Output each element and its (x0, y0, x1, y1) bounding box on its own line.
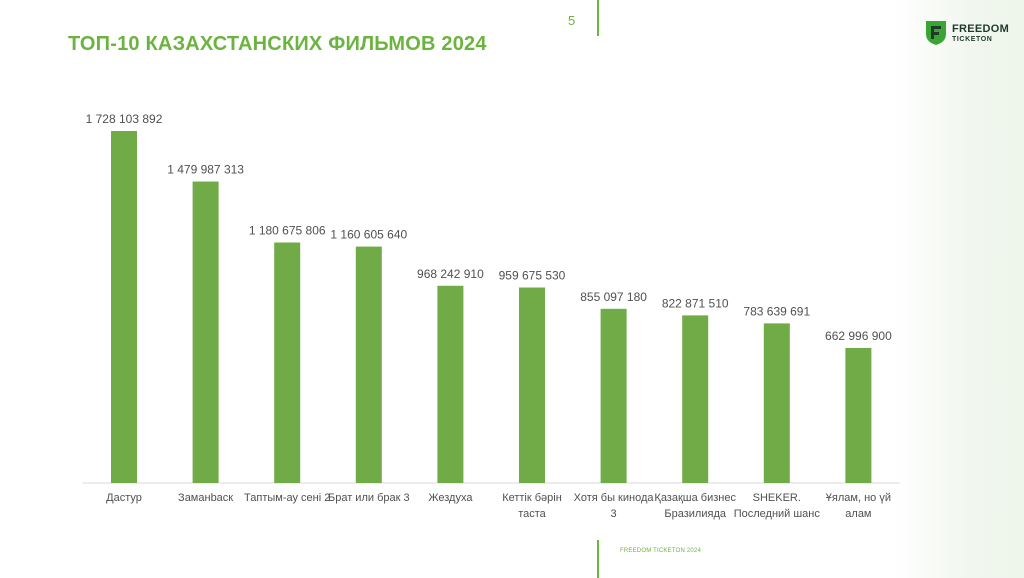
top-divider (597, 0, 599, 36)
value-label-10: 662 996 900 (825, 329, 892, 343)
bar-10 (845, 347, 872, 483)
category-label-3: Таптым-ау сені 2 (244, 492, 330, 504)
page-title: ТОП-10 КАЗАХСТАНСКИХ ФИЛЬМОВ 2024 (68, 33, 487, 55)
category-label-9: SHEKER. Последний шанс (734, 492, 821, 520)
category-label-2: Заманbаск (178, 492, 233, 504)
value-label-9: 783 639 691 (743, 304, 810, 318)
footer-text: FREEDOM TICKETON 2024 (620, 548, 701, 554)
bottom-divider (597, 540, 599, 578)
category-label-7: Хотя бы кинода 3 (574, 492, 655, 520)
value-label-3: 1 180 675 806 (249, 224, 326, 238)
category-label-10: Ұялам, но үй алам (826, 492, 891, 520)
category-label-4: Брат или брак 3 (328, 492, 410, 504)
bar-4 (355, 246, 382, 483)
value-label-4: 1 160 605 640 (330, 228, 407, 242)
bar-6 (519, 287, 545, 483)
logo-text-ticketon: TICKETON (952, 35, 993, 43)
value-label-2: 1 479 987 313 (167, 163, 244, 177)
bar-3 (274, 242, 301, 483)
bar-2 (192, 181, 219, 483)
value-label-7: 855 097 180 (580, 290, 647, 304)
freedom-shield-logo-icon (926, 21, 946, 45)
category-label-5: Жездуха (428, 492, 473, 504)
category-label-6: Кеттік бәрін таста (502, 492, 562, 520)
bar-1 (111, 131, 137, 483)
value-label-6: 959 675 530 (499, 269, 566, 283)
category-label-1: Дастур (106, 492, 142, 504)
value-label-5: 968 242 910 (417, 267, 484, 281)
background-fade (894, 0, 1024, 578)
logo-text-freedom: FREEDOM (952, 22, 1010, 35)
page-number: 5 (568, 13, 576, 28)
bar-9 (763, 323, 790, 483)
bar-5 (437, 285, 464, 483)
bar-7 (600, 308, 627, 483)
value-label-1: 1 728 103 892 (86, 112, 163, 126)
bar-8 (682, 315, 709, 483)
freedom-ticketon-logo: FREEDOM TICKETON (925, 20, 1009, 46)
value-label-8: 822 871 510 (662, 296, 729, 310)
category-label-8: Қазақша бизнес Бразилияда (654, 492, 736, 520)
